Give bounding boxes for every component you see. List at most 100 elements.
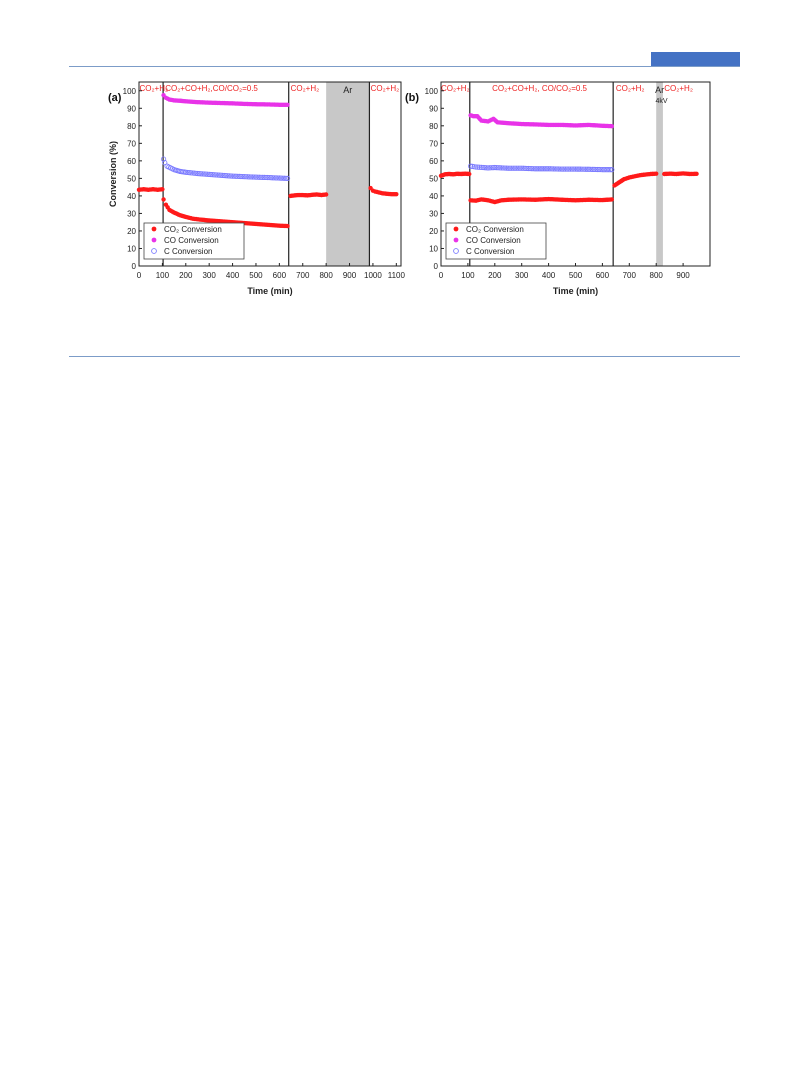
data-point: [183, 169, 189, 175]
header-tab-bar: [651, 52, 740, 66]
y-tick-label: 10: [429, 244, 438, 253]
data-point: [567, 166, 574, 172]
x-axis-label: Time (min): [553, 286, 598, 296]
data-point: [495, 165, 501, 171]
data-point: [476, 164, 483, 170]
data-point: [258, 174, 264, 180]
data-point: [213, 172, 219, 178]
data-point: [224, 173, 231, 179]
data-point: [218, 172, 224, 178]
data-point: [201, 171, 207, 177]
x-tick-label: 800: [650, 271, 664, 280]
region-label: CO₂+CO+H₂, CO/CO₂=0.5: [492, 84, 587, 93]
y-tick-label: 10: [127, 244, 136, 253]
data-point: [594, 166, 600, 173]
data-point: [223, 173, 229, 179]
shaded-region: [656, 82, 663, 266]
data-point: [231, 173, 237, 179]
data-point: [502, 165, 508, 171]
y-tick-label: 60: [127, 157, 136, 166]
data-point: [492, 164, 498, 171]
data-point: [515, 165, 521, 171]
shaded-region-label: Ar: [343, 85, 352, 95]
x-tick-label: 200: [488, 271, 502, 280]
x-tick-label: 900: [676, 271, 690, 280]
x-tick-label: 400: [226, 271, 240, 280]
data-point: [512, 165, 518, 171]
legend-box: [445, 222, 547, 260]
data-point: [323, 192, 329, 197]
data-point: [221, 172, 227, 179]
data-point: [694, 171, 699, 177]
data-point: [253, 174, 259, 180]
data-point: [589, 166, 595, 172]
shaded-region: [326, 82, 370, 266]
data-point: [214, 172, 221, 178]
legend-entry: CO₂ Conversion: [164, 225, 222, 234]
data-point: [265, 174, 271, 181]
data-point: [194, 170, 201, 177]
data-point: [574, 166, 580, 172]
data-point: [251, 174, 257, 180]
data-point: [564, 166, 570, 172]
data-point: [584, 166, 590, 172]
x-tick-label: 100: [156, 271, 170, 280]
data-point: [482, 165, 488, 171]
x-tick-label: 0: [439, 271, 444, 280]
y-tick-label: 80: [127, 122, 136, 131]
data-point: [203, 171, 209, 177]
y-tick-label: 40: [127, 192, 136, 201]
data-point: [606, 167, 612, 173]
y-tick-label: 0: [434, 262, 439, 271]
data-point: [561, 166, 567, 172]
data-point: [514, 165, 520, 171]
legend-entry: C Conversion: [164, 247, 212, 256]
data-point: [609, 123, 615, 129]
data-point: [186, 169, 192, 176]
data-point: [532, 166, 538, 172]
data-point: [206, 171, 212, 177]
region-label: CO₂+H₂: [616, 84, 645, 93]
data-point: [562, 166, 569, 172]
data-point: [285, 102, 290, 107]
data-point: [219, 172, 226, 178]
data-point: [228, 173, 234, 179]
y-tick-label: 100: [425, 87, 439, 96]
x-tick-label: 1000: [364, 271, 382, 280]
data-point: [547, 166, 553, 172]
data-point: [284, 175, 291, 181]
data-point: [234, 173, 241, 179]
x-tick-label: 1100: [388, 271, 406, 280]
data-point: [503, 165, 510, 171]
data-point: [196, 170, 202, 177]
data-point: [490, 165, 496, 171]
header-rule: [69, 66, 740, 67]
data-point: [189, 170, 196, 176]
data-point: [209, 172, 216, 178]
data-point: [204, 171, 211, 177]
data-point: [236, 173, 242, 180]
data-point: [559, 166, 565, 172]
data-point: [519, 165, 525, 171]
data-point: [233, 173, 239, 179]
data-point: [579, 166, 585, 172]
y-tick-label: 90: [127, 104, 136, 113]
data-point: [245, 174, 251, 180]
x-tick-label: 300: [515, 271, 529, 280]
data-point: [537, 166, 543, 172]
data-point: [609, 167, 615, 173]
data-point: [188, 170, 194, 176]
data-point: [280, 175, 286, 181]
data-point: [243, 174, 249, 180]
data-point: [276, 175, 282, 181]
y-tick-label: 80: [429, 122, 438, 131]
data-point: [160, 187, 165, 192]
data-point: [654, 171, 659, 176]
data-point: [250, 174, 256, 180]
data-point: [285, 223, 290, 229]
data-point: [275, 175, 281, 181]
legend-marker: [151, 248, 157, 254]
data-point: [552, 166, 558, 172]
y-tick-label: 90: [429, 104, 438, 113]
